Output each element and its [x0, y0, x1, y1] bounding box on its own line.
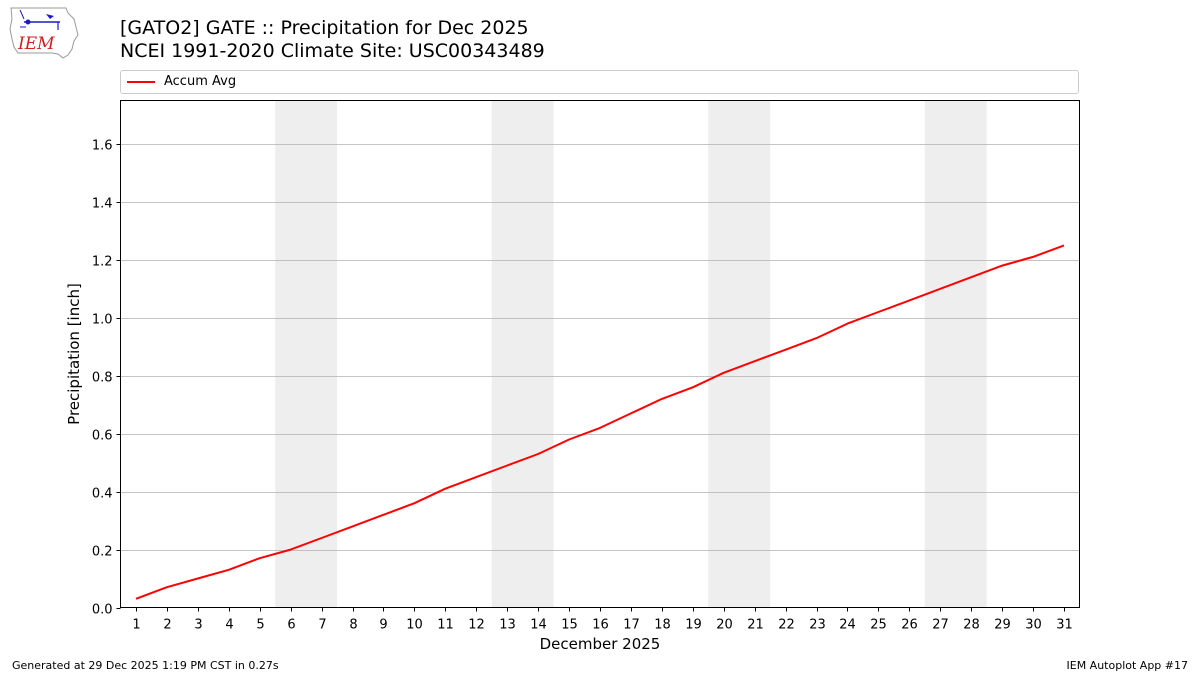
x-tick-label: 8 — [349, 618, 357, 633]
x-tick-label: 27 — [932, 618, 949, 633]
y-tick-label: 0.4 — [92, 487, 113, 502]
x-tick-label: 20 — [716, 618, 733, 633]
weekend-band — [491, 100, 554, 608]
y-tick-label: 1.0 — [92, 313, 113, 328]
legend-line-swatch — [127, 81, 155, 83]
title-line-1: [GATO2] GATE :: Precipitation for Dec 20… — [120, 17, 529, 39]
x-tick-label: 1 — [132, 618, 140, 633]
weekend-band — [708, 100, 771, 608]
series-line-accum-avg — [135, 244, 1065, 600]
x-tick-label: 12 — [468, 618, 485, 633]
x-tick-label: 28 — [963, 618, 980, 633]
x-tick-label: 30 — [1025, 618, 1042, 633]
x-tick-label: 7 — [318, 618, 326, 633]
x-tick-label: 14 — [530, 618, 547, 633]
x-tick-label: 11 — [437, 618, 454, 633]
y-tick-label: 0.8 — [92, 371, 113, 386]
footer-app-text: IEM Autoplot App #17 — [1066, 659, 1189, 672]
y-tick-label: 0.0 — [92, 603, 113, 618]
x-tick-label: 4 — [225, 618, 233, 633]
y-axis-label: Precipitation [inch] — [65, 283, 83, 425]
x-tick-label: 3 — [194, 618, 202, 633]
y-tick-label: 0.2 — [92, 545, 113, 560]
y-tick-label: 1.6 — [92, 139, 113, 154]
x-tick-label: 21 — [747, 618, 764, 633]
x-tick-label: 17 — [623, 618, 640, 633]
x-tick-label: 26 — [901, 618, 918, 633]
x-tick-label: 15 — [561, 618, 578, 633]
chart-title: [GATO2] GATE :: Precipitation for Dec 20… — [120, 17, 545, 63]
iem-logo-icon: IEM — [9, 7, 79, 59]
x-axis-label: December 2025 — [540, 635, 661, 653]
x-tick-label: 5 — [256, 618, 264, 633]
y-tick-label: 1.2 — [92, 255, 113, 270]
x-tick-label: 16 — [592, 618, 609, 633]
y-tick-label: 1.4 — [92, 197, 113, 212]
x-tick-label: 24 — [839, 618, 856, 633]
legend: Accum Avg — [120, 70, 1079, 94]
x-tick-label: 31 — [1056, 618, 1073, 633]
x-tick-label: 25 — [870, 618, 887, 633]
x-tick-label: 10 — [406, 618, 423, 633]
x-tick-label: 2 — [163, 618, 171, 633]
x-tick-label: 9 — [379, 618, 387, 633]
y-tick-label: 0.6 — [92, 429, 113, 444]
x-tick-label: 18 — [654, 618, 671, 633]
x-tick-label: 23 — [809, 618, 826, 633]
x-tick-label: 22 — [778, 618, 795, 633]
footer-generated-text: Generated at 29 Dec 2025 1:19 PM CST in … — [12, 659, 279, 672]
weekend-band — [275, 100, 338, 608]
x-tick-label: 6 — [287, 618, 295, 633]
x-tick-label: 29 — [994, 618, 1011, 633]
legend-label: Accum Avg — [164, 74, 237, 89]
x-tick-label: 19 — [685, 618, 702, 633]
title-line-2: NCEI 1991-2020 Climate Site: USC00343489 — [120, 40, 545, 62]
weekend-band — [924, 100, 987, 608]
logo-text: IEM — [17, 34, 55, 54]
x-tick-label: 13 — [499, 618, 516, 633]
